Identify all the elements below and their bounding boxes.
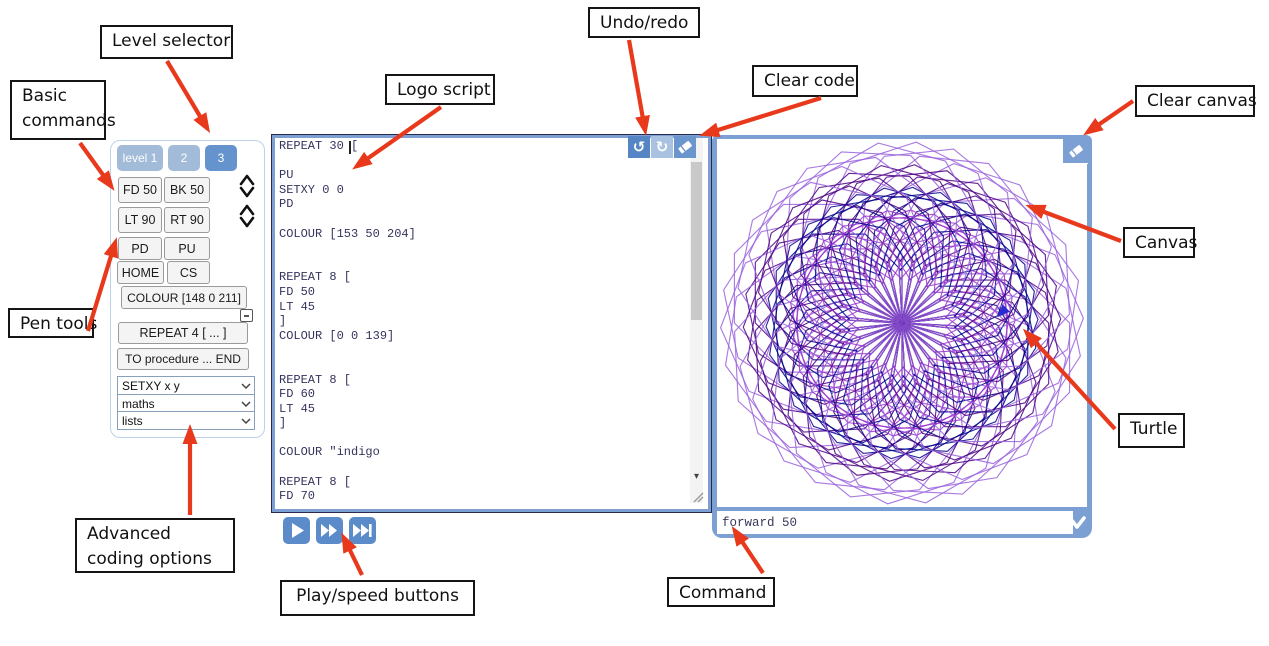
turtle-drawing — [719, 141, 1085, 505]
level-1-button[interactable]: level 1 — [117, 145, 163, 171]
text-cursor — [349, 141, 351, 154]
pu-button[interactable]: PU — [164, 237, 210, 260]
cs-button[interactable]: CS — [167, 261, 210, 284]
annotation-logo-script: Logo script — [385, 74, 495, 105]
play-icon — [292, 523, 304, 538]
eraser-icon — [1068, 145, 1083, 158]
setxy-dropdown-value: SETXY x y — [122, 378, 180, 393]
editor-scroll-down-button[interactable]: ▾ — [690, 466, 703, 486]
turtle-canvas — [717, 139, 1087, 507]
procedure-block-button[interactable]: TO procedure ... END — [117, 348, 249, 370]
turtle-icon — [997, 304, 1011, 318]
setxy-dropdown[interactable]: SETXY x y — [117, 376, 255, 395]
lists-dropdown-value: lists — [122, 413, 143, 428]
annotation-pen-tools: Pen tools — [8, 308, 97, 338]
editor-scrollbar-thumb[interactable] — [691, 162, 702, 320]
home-button[interactable]: HOME — [117, 261, 164, 284]
command-scroll-chevrons[interactable] — [238, 172, 256, 232]
arrow-basic-commands — [78, 141, 115, 191]
chevron-down-icon — [241, 382, 251, 389]
editor-toolbar: ↺ ↻ — [628, 136, 696, 158]
colour-button[interactable]: COLOUR [148 0 211] — [121, 286, 247, 309]
chevron-down-icon — [241, 400, 251, 407]
collapse-section-icon[interactable] — [240, 309, 253, 322]
pd-button[interactable]: PD — [118, 237, 162, 260]
annotation-clear-code: Clear code — [752, 65, 858, 97]
eraser-icon — [678, 141, 692, 154]
annotation-command: Command — [667, 577, 775, 607]
annotation-advanced-coding: Advanced coding options — [75, 518, 235, 573]
scroll-down-icon: ▾ — [693, 470, 700, 482]
chevron-down-icon — [1068, 515, 1086, 529]
annotation-canvas: Canvas — [1123, 227, 1197, 258]
skip-to-end-icon — [353, 524, 372, 537]
play-button[interactable] — [283, 517, 310, 544]
command-history-button[interactable] — [1066, 511, 1088, 534]
level-3-button[interactable]: 3 — [205, 145, 237, 171]
lt-90-button[interactable]: LT 90 — [118, 207, 162, 233]
skip-to-end-button[interactable] — [349, 517, 376, 544]
undo-button[interactable]: ↺ — [628, 136, 650, 158]
chevron-down-icon[interactable] — [239, 216, 255, 228]
annotation-clear-canvas: Clear canvas — [1135, 85, 1257, 117]
lists-dropdown[interactable]: lists — [117, 411, 255, 430]
chevron-up-icon[interactable] — [239, 204, 255, 216]
editor-resize-grip[interactable] — [692, 489, 704, 503]
redo-icon: ↻ — [655, 138, 669, 156]
arrow-undo-redo — [626, 39, 650, 136]
logo-script-editor[interactable] — [271, 134, 712, 513]
maths-dropdown-value: maths — [122, 396, 155, 411]
chevron-down-icon[interactable] — [239, 186, 255, 198]
redo-button[interactable]: ↻ — [651, 136, 673, 158]
chevron-up-icon[interactable] — [239, 174, 255, 186]
chevron-down-icon — [241, 417, 251, 424]
annotation-turtle: Turtle — [1118, 413, 1185, 448]
rt-90-button[interactable]: RT 90 — [164, 207, 210, 233]
clear-canvas-button[interactable] — [1062, 139, 1088, 164]
annotation-basic-commands: Basic commands — [10, 80, 116, 140]
fast-forward-button[interactable] — [316, 517, 343, 544]
command-input[interactable] — [717, 511, 1073, 534]
logo-script-code[interactable]: REPEAT 30 [ PU SETXY 0 0 PD COLOUR [153 … — [279, 139, 416, 501]
collapse-bar — [244, 314, 249, 317]
clear-code-button[interactable] — [674, 136, 696, 158]
bk-50-button[interactable]: BK 50 — [164, 177, 210, 203]
annotation-undo-redo: Undo/redo — [588, 7, 700, 38]
fd-50-button[interactable]: FD 50 — [118, 177, 162, 203]
annotation-level-selector: Level selector — [100, 25, 233, 59]
annotation-play-speed: Play/speed buttons — [280, 580, 475, 616]
arrow-level-selector — [165, 59, 211, 134]
fast-forward-icon — [321, 524, 337, 537]
repeat-block-button[interactable]: REPEAT 4 [ ... ] — [118, 322, 248, 344]
arrow-clear-canvas — [1083, 99, 1135, 136]
undo-icon: ↺ — [632, 138, 646, 156]
arrow-clear-code — [699, 95, 822, 138]
level-2-button[interactable]: 2 — [168, 145, 200, 171]
